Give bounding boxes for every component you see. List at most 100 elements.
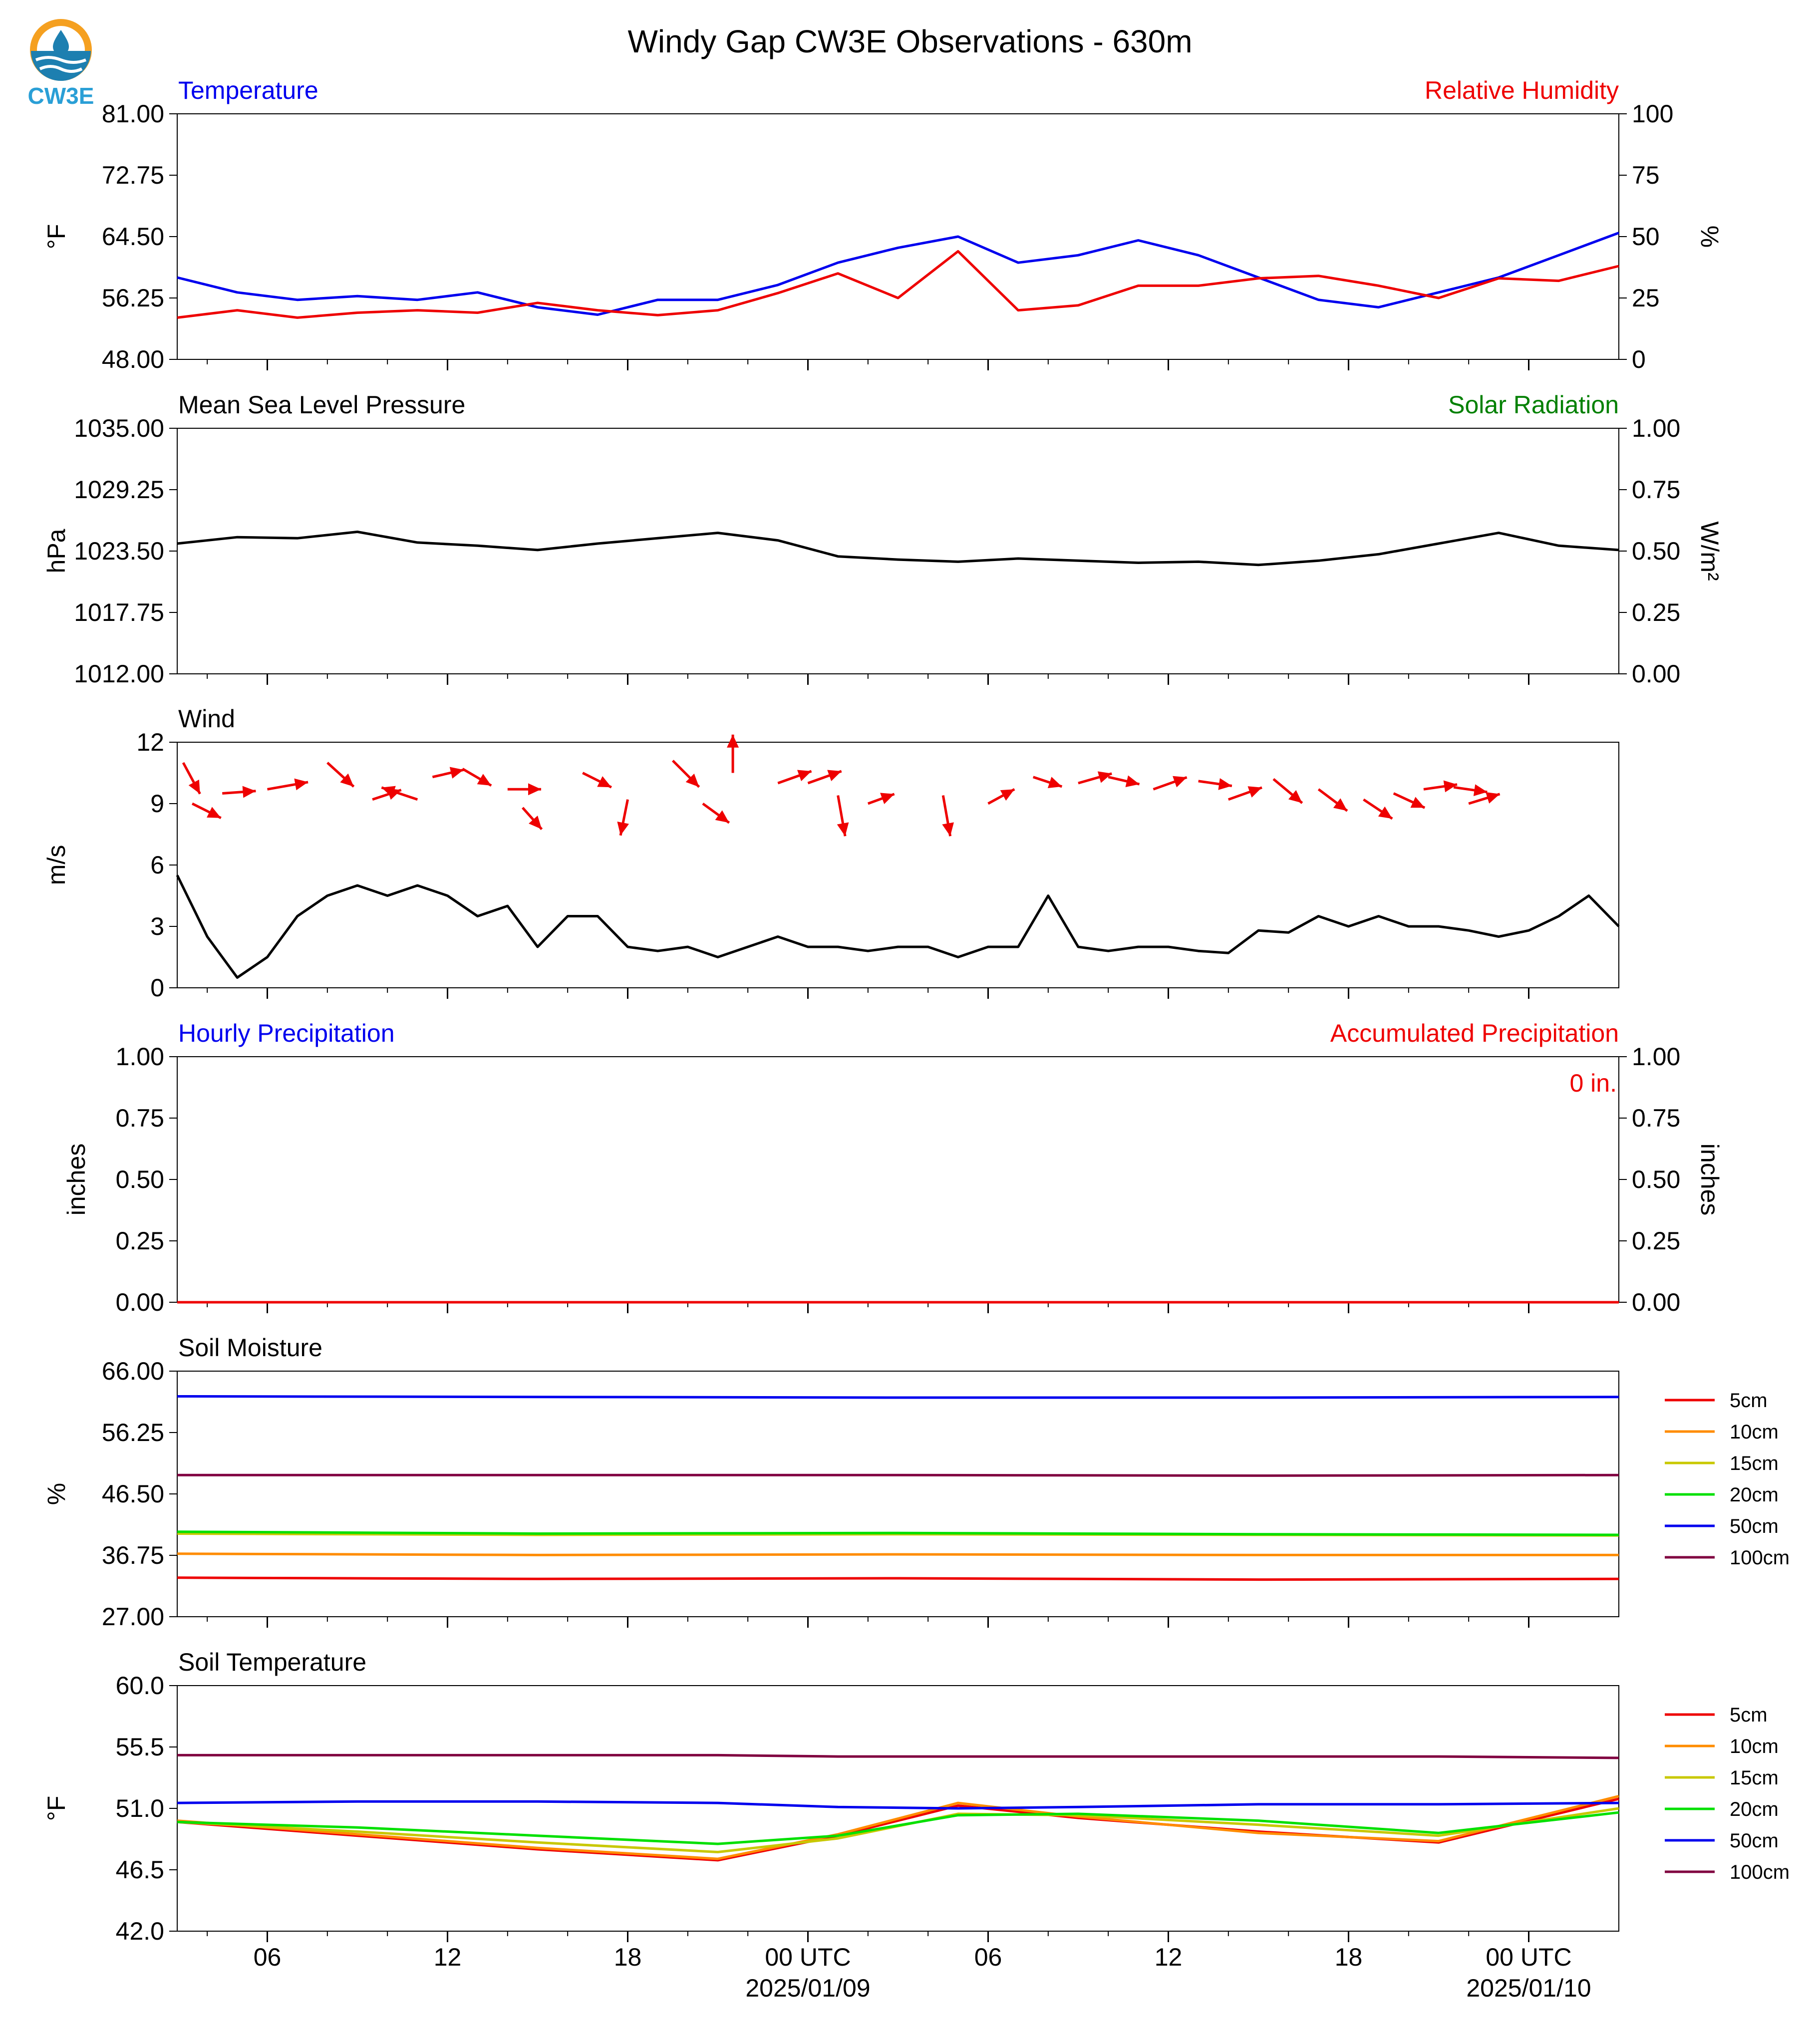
series-line-20cm	[177, 1811, 1619, 1845]
y-tick-label: 81.00	[102, 100, 164, 128]
x-date-label: 2025/01/10	[1466, 1974, 1591, 2002]
y-axis-label: %	[42, 1483, 70, 1505]
wind-arrow	[1363, 798, 1393, 820]
legend-label: 10cm	[1730, 1421, 1779, 1443]
y-axis-label: °F	[42, 1796, 70, 1821]
series-line-50cm	[177, 1800, 1619, 1810]
wind-arrow	[381, 786, 418, 801]
y-tick-label: 9	[150, 790, 164, 818]
y-right-tick-label: 75	[1632, 161, 1660, 189]
x-tick-label: 12	[1155, 1943, 1183, 1971]
wind-arrow	[867, 793, 895, 805]
x-date-label: 2025/01/09	[745, 1974, 870, 2002]
wind-arrow	[191, 802, 222, 820]
wind-arrow-head	[188, 779, 200, 794]
plot-frame	[177, 113, 1619, 360]
plot-frame	[177, 1056, 1619, 1303]
wind-arrow-head	[1000, 789, 1015, 801]
y-right-tick-label: 0.25	[1632, 1227, 1680, 1255]
wind-arrow	[671, 760, 700, 788]
wind-arrow	[1198, 778, 1232, 790]
wind-arrow	[1227, 786, 1262, 801]
y-tick-label: 46.50	[102, 1480, 164, 1508]
wind-arrow	[1468, 792, 1501, 805]
y-axis-label: inches	[62, 1144, 90, 1216]
y-tick-label: 1035.00	[74, 414, 164, 442]
y-tick-label: 1017.75	[74, 598, 164, 626]
wind-arrow-head	[449, 767, 464, 779]
wind-arrow-head	[242, 786, 256, 798]
y-right-tick-label: 100	[1632, 100, 1673, 128]
y-tick-label: 66.00	[102, 1357, 164, 1385]
wind-arrow	[507, 783, 542, 796]
y-tick-label: 56.25	[102, 284, 164, 312]
figure-title: Windy Gap CW3E Observations - 630m	[627, 23, 1192, 59]
legend-label: 5cm	[1730, 1704, 1768, 1726]
panel-wind: 12 9 6 3 0 m/s Wind	[42, 705, 1620, 1002]
wind-arrow	[1453, 784, 1488, 797]
wind-arrow-head	[685, 773, 699, 787]
y-axis-label: m/s	[42, 845, 70, 885]
wind-arrow-head	[381, 786, 396, 798]
y-axis-label: °F	[42, 224, 70, 250]
wind-arrow-head	[727, 734, 739, 748]
y-tick-label: 1023.50	[74, 537, 164, 565]
panels: 81.00 72.75 64.50 56.25 48.00 100 75 50 25 0 °F % Te…	[42, 76, 1790, 1945]
wind-arrow	[1032, 776, 1063, 789]
y-tick-label: 1.00	[116, 1043, 164, 1071]
y-tick-label: 60.0	[116, 1672, 164, 1700]
wind-arrow	[1393, 792, 1426, 809]
series-line-10cm	[177, 1552, 1619, 1556]
wind-arrow-head	[1288, 790, 1302, 803]
panel-title-left: Mean Sea Level Pressure	[178, 391, 465, 419]
x-axis-labels: 06 12 18 00 UTC 06 12 18 00 UTC 2025/01/09 2025/0…	[254, 1943, 1591, 2002]
legend-label: 15cm	[1730, 1767, 1779, 1789]
legend-label: 100cm	[1730, 1547, 1790, 1569]
wind-arrow-head	[1097, 771, 1112, 783]
y-tick-label: 27.00	[102, 1603, 164, 1631]
y-tick-label: 72.75	[102, 161, 164, 189]
y-right-tick-label: 0.75	[1632, 1104, 1680, 1132]
wind-arrow	[522, 807, 543, 831]
panel-title-left: Wind	[178, 705, 235, 733]
y-tick-label: 1029.25	[74, 476, 164, 504]
panel-title-left: Soil Temperature	[178, 1648, 366, 1676]
y-tick-label: 36.75	[102, 1541, 164, 1569]
wind-arrow	[941, 795, 954, 837]
wind-arrow-head	[837, 822, 849, 837]
y-tick-label: 12	[136, 728, 164, 756]
panel-title-right: Solar Radiation	[1448, 391, 1619, 419]
wind-arrow-head	[294, 778, 308, 791]
wind-arrow	[727, 734, 739, 773]
wind-arrow	[326, 762, 355, 788]
wind-arrow	[432, 767, 464, 779]
y-right-tick-label: 0.00	[1632, 660, 1680, 688]
wind-arrow-head	[1378, 806, 1393, 819]
wind-arrow-head	[1247, 786, 1262, 798]
wind-arrow	[267, 778, 308, 791]
series-line	[177, 232, 1619, 316]
wind-arrow	[777, 770, 812, 785]
wind-arrow	[837, 795, 849, 837]
wind-arrow	[617, 799, 629, 836]
y-right-tick-label: 0.75	[1632, 476, 1680, 504]
wind-arrow-head	[340, 773, 354, 787]
wind-arrow-head	[1173, 776, 1187, 788]
wind-arrow	[582, 772, 612, 789]
x-tick-label: 00 UTC	[1486, 1943, 1571, 1971]
wind-arrow-head	[1443, 780, 1458, 793]
cw3e-logo: CW3E	[20, 10, 110, 110]
y-right-tick-label: 0	[1632, 345, 1646, 373]
wind-arrow-head	[1333, 798, 1347, 811]
series-line-10cm	[177, 1794, 1619, 1860]
series-line-50cm	[177, 1395, 1619, 1399]
y-right-tick-label: 1.00	[1632, 414, 1680, 442]
wind-arrow	[1108, 775, 1140, 787]
x-tick-label: 06	[254, 1943, 282, 1971]
wind-arrow-head	[880, 793, 895, 804]
logo-text: CW3E	[28, 83, 94, 109]
wind-arrow	[462, 768, 492, 787]
wind-arrow-head	[827, 770, 842, 782]
y-tick-label: 51.0	[116, 1794, 164, 1822]
